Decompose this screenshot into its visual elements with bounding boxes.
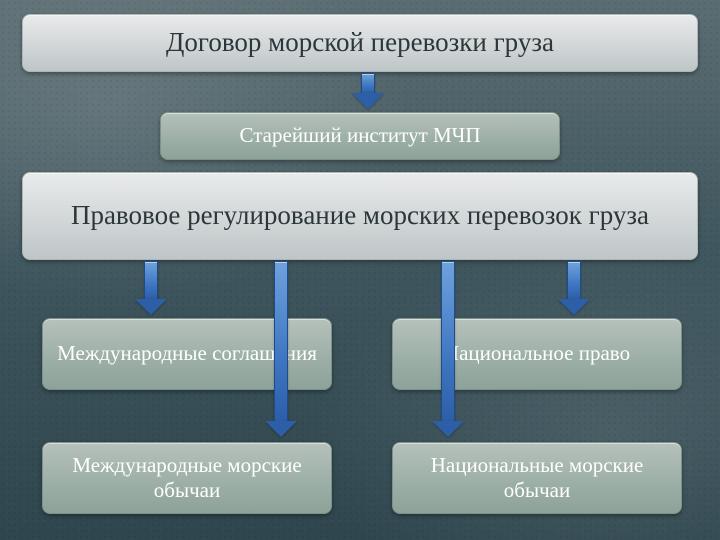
arrow-head-icon bbox=[432, 421, 464, 437]
arrow-shaft bbox=[441, 261, 455, 421]
arrow-down-icon bbox=[265, 261, 297, 437]
header-regulation: Правовое регулирование морских перевозок… bbox=[22, 172, 698, 260]
arrow-shaft bbox=[567, 261, 581, 299]
arrow-down-icon bbox=[432, 261, 464, 437]
node-national-law-text: Национальное право bbox=[444, 341, 630, 366]
node-national-customs-text: Национальные морские обычаи bbox=[407, 453, 667, 503]
arrow-head-icon bbox=[352, 93, 384, 109]
node-intl-customs-text: Международные морские обычаи bbox=[57, 453, 317, 503]
node-oldest-institute: Старейший институт МЧП bbox=[160, 112, 560, 160]
node-intl-customs: Международные морские обычаи bbox=[42, 442, 332, 514]
node-national-customs: Национальные морские обычаи bbox=[392, 442, 682, 514]
header-contract-text: Договор морской перевозки груза bbox=[166, 27, 554, 58]
diagram-stage: Договор морской перевозки груза Старейши… bbox=[0, 0, 720, 540]
arrow-shaft bbox=[144, 261, 158, 299]
arrow-head-icon bbox=[558, 299, 590, 315]
node-oldest-institute-text: Старейший институт МЧП bbox=[240, 123, 481, 148]
header-regulation-text: Правовое регулирование морских перевозок… bbox=[71, 200, 649, 231]
arrow-shaft bbox=[274, 261, 288, 421]
arrow-head-icon bbox=[135, 299, 167, 315]
arrow-down-icon bbox=[135, 261, 167, 315]
arrow-down-icon bbox=[558, 261, 590, 315]
arrow-shaft bbox=[361, 73, 375, 93]
arrow-head-icon bbox=[265, 421, 297, 437]
arrow-down-icon bbox=[352, 73, 384, 109]
header-contract: Договор морской перевозки груза bbox=[22, 14, 698, 72]
